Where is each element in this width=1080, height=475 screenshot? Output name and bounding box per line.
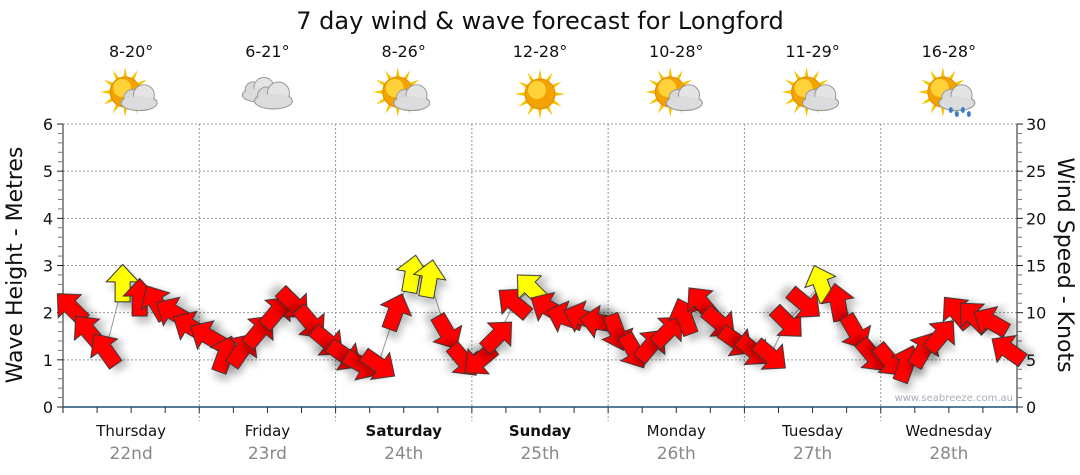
wind-arrow [358, 347, 396, 380]
wind-arrows [56, 254, 1028, 385]
right-tick-label: 20 [1026, 209, 1046, 228]
day-date: 26th [657, 444, 696, 464]
day-temperature: 12-28° [513, 42, 568, 61]
day-temperature: 8-26° [382, 42, 426, 61]
sun-icon [515, 69, 565, 119]
wind-arrow [785, 285, 820, 318]
wind-arrow [395, 254, 430, 295]
day-date: 27th [793, 444, 832, 464]
left-tick-label: 1 [43, 351, 53, 370]
day-name: Saturday [366, 422, 443, 440]
wind-arrow [412, 259, 447, 299]
day-date: 25th [520, 444, 559, 464]
day-name: Friday [245, 422, 291, 440]
day-temperature: 16-28° [922, 42, 977, 61]
cloud-icon [241, 76, 293, 110]
chart-title: 7 day wind & wave forecast for Longford [296, 7, 784, 35]
day-name: Thursday [95, 422, 166, 440]
wind-arrow [991, 335, 1028, 368]
watermark: www.seabreeze.com.au [895, 393, 1013, 404]
day-name: Monday [647, 422, 706, 440]
right-axis-label: Wind Speed - Knots [1052, 157, 1077, 372]
day-temperature: 8-20° [109, 42, 153, 61]
day-date: 22nd [110, 444, 153, 464]
right-tick-label: 25 [1026, 162, 1046, 181]
right-tick-label: 5 [1026, 351, 1036, 370]
left-tick-label: 5 [43, 162, 53, 181]
right-tick-label: 10 [1026, 304, 1046, 323]
left-tick-label: 6 [43, 115, 53, 134]
sun-cloud-icon [645, 67, 703, 117]
day-temperature: 6-21° [245, 42, 289, 61]
left-axis-label: Wave Height - Metres [3, 147, 28, 384]
wind-arrow [430, 311, 463, 350]
wind-arrow [379, 293, 413, 333]
day-name: Sunday [509, 422, 572, 440]
sun-cloud-icon [781, 67, 840, 117]
wind-arrow [973, 306, 1012, 339]
day-date: 23rd [248, 444, 287, 464]
wind-arrow [922, 320, 955, 356]
left-tick-label: 3 [43, 257, 53, 276]
left-tick-label: 4 [43, 209, 53, 228]
wind-arrow [90, 333, 123, 370]
wind-arrow [479, 321, 513, 355]
day-date: 24th [384, 444, 423, 464]
right-tick-label: 15 [1026, 257, 1046, 276]
sun-cloud-icon [372, 67, 431, 117]
left-tick-label: 0 [43, 398, 53, 417]
wind-arrow [498, 288, 534, 321]
rain-icon [917, 67, 976, 117]
day-name: Wednesday [905, 422, 992, 440]
day-temperature: 11-29° [785, 42, 840, 61]
sun-cloud-icon [100, 67, 158, 117]
day-labels: 8-20° Thursday 22nd 6-21° Friday 23rd 8-26° Sat… [95, 42, 992, 464]
right-tick-label: 0 [1026, 398, 1036, 417]
day-date: 28th [929, 444, 968, 464]
grid [63, 123, 1017, 421]
day-name: Tuesday [781, 422, 843, 440]
wind-arrow [105, 263, 141, 303]
left-tick-label: 2 [43, 304, 53, 323]
right-tick-label: 30 [1026, 115, 1046, 134]
wind-arrow [751, 337, 786, 370]
day-temperature: 10-28° [649, 42, 704, 61]
